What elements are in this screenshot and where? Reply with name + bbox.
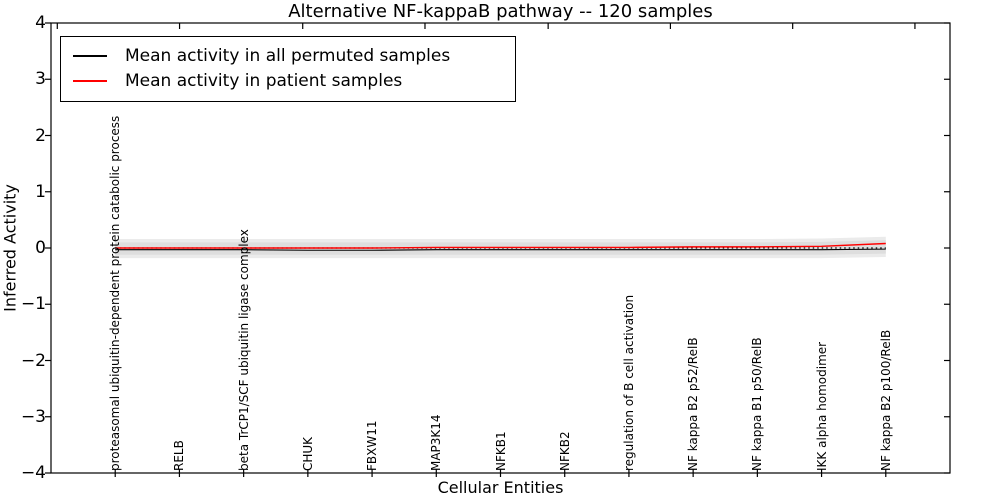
y-tick-label: −3 xyxy=(20,406,46,427)
x-tick-label: beta TrCP1/SCF ubiquitin ligase complex xyxy=(236,229,251,471)
legend-label: Mean activity in all permuted samples xyxy=(125,45,451,66)
series-line-patient xyxy=(115,242,886,249)
y-tick-label: −2 xyxy=(20,350,46,371)
x-tick-label: MAP3K14 xyxy=(429,414,444,471)
y-tick-label: 2 xyxy=(35,125,46,146)
x-tick-label: RELB xyxy=(172,440,187,471)
legend-line-sample-black xyxy=(73,54,107,57)
x-axis-label: Cellular Entities xyxy=(437,478,564,497)
legend-label: Mean activity in patient samples xyxy=(125,70,403,91)
y-tick-label: −4 xyxy=(20,463,46,483)
y-tick-label: 4 xyxy=(35,13,46,33)
x-tick-label: proteasomal ubiquitin-dependent protein … xyxy=(108,115,123,471)
legend-item-permuted: Mean activity in all permuted samples xyxy=(73,43,505,68)
x-tick-label: NFKB2 xyxy=(557,431,572,471)
x-tick-label: NFKB1 xyxy=(493,431,508,471)
x-tick-label: NF kappa B1 p50/RelB xyxy=(750,337,765,471)
series-line-permuted xyxy=(115,248,886,251)
legend-box: Mean activity in all permuted samples Me… xyxy=(60,36,516,102)
x-tick-label: NF kappa B2 p52/RelB xyxy=(686,337,701,471)
y-tick-label: 0 xyxy=(35,238,46,258)
x-tick-label: NF kappa B2 p100/RelB xyxy=(878,329,893,471)
legend-item-patient: Mean activity in patient samples xyxy=(73,68,505,93)
y-tick-label: 1 xyxy=(35,181,46,202)
legend-line-sample-red xyxy=(73,79,107,82)
chart-title: Alternative NF-kappaB pathway -- 120 sam… xyxy=(288,1,713,22)
x-tick-label: regulation of B cell activation xyxy=(621,294,636,471)
y-tick-label: 3 xyxy=(35,69,46,90)
x-tick-label: FBXW11 xyxy=(365,420,380,472)
x-tick-label: CHUK xyxy=(300,436,315,471)
x-tick-label: IKK alpha homodimer xyxy=(814,341,829,471)
y-tick-label: −1 xyxy=(20,294,46,315)
